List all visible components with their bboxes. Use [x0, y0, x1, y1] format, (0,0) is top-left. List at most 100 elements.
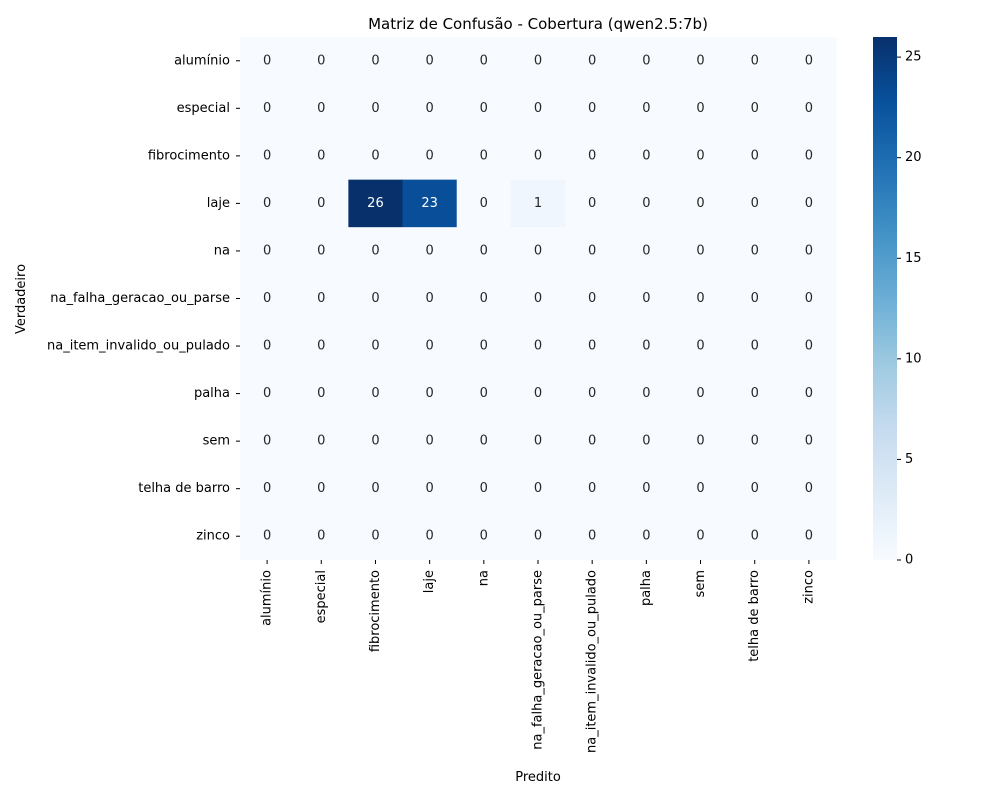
- heatmap-cell: [510, 84, 566, 133]
- heatmap-cell-label: 0: [642, 291, 650, 306]
- heatmap-cell-label: 0: [642, 101, 650, 116]
- heatmap-cell-label: 0: [371, 291, 379, 306]
- heatmap-cell-label: 0: [371, 243, 379, 258]
- heatmap-cell-label: 0: [317, 386, 325, 401]
- heatmap-cell-label: 23: [421, 196, 438, 211]
- heatmap-cell: [673, 227, 729, 276]
- heatmap-cell-label: 0: [751, 101, 759, 116]
- heatmap-cell-label: 0: [751, 339, 759, 354]
- heatmap-cell-label: 0: [371, 101, 379, 116]
- heatmap-cell-label: 0: [425, 529, 433, 544]
- heatmap-cell-label: 0: [263, 386, 271, 401]
- colorbar-tick-label: 0: [905, 553, 913, 568]
- heatmap-cell: [673, 37, 729, 86]
- heatmap-cell: [781, 84, 837, 133]
- heatmap-cell-label: 0: [317, 196, 325, 211]
- heatmap-cell-label: 0: [805, 53, 813, 68]
- x-tick-label: na_item_invalido_ou_pulado: [585, 570, 600, 753]
- heatmap-cell: [727, 132, 783, 181]
- heatmap-cell-label: 0: [317, 243, 325, 258]
- heatmap-cell: [727, 179, 783, 228]
- heatmap-cell: [565, 274, 620, 323]
- heatmap-cell: [456, 417, 512, 466]
- heatmap-cell: [456, 179, 512, 228]
- heatmap-cell: [727, 417, 783, 466]
- heatmap-cell: [510, 417, 566, 466]
- heatmap-cell-label: 0: [480, 291, 488, 306]
- heatmap-cell-label: 0: [534, 243, 542, 258]
- heatmap-cell: [240, 227, 295, 276]
- heatmap-cell-label: 0: [480, 386, 488, 401]
- heatmap-cell-label: 0: [263, 529, 271, 544]
- heatmap-cell-label: 0: [534, 101, 542, 116]
- heatmap-cell-label: 0: [480, 434, 488, 449]
- heatmap-cell: [348, 464, 404, 513]
- heatmap-cell: [565, 322, 620, 371]
- heatmap-cell-label: 0: [588, 148, 596, 163]
- heatmap-cell: [510, 37, 566, 86]
- heatmap-cell-label: 0: [480, 481, 488, 496]
- heatmap-cell-label: 0: [751, 196, 759, 211]
- heatmap-cell-label: 0: [317, 148, 325, 163]
- heatmap-cell-label: 0: [588, 196, 596, 211]
- heatmap-cell-label: 0: [588, 101, 596, 116]
- heatmap-cell-label: 0: [642, 529, 650, 544]
- heatmap-cell: [240, 464, 295, 513]
- heatmap-cell-label: 0: [696, 243, 704, 258]
- heatmap-cell: [456, 464, 512, 513]
- heatmap-cell: [294, 227, 349, 276]
- y-axis-ticks: alumínio especial fibrocimento laje na na_fal…: [47, 53, 240, 544]
- heatmap-cell: [402, 464, 458, 513]
- heatmap-cell-label: 0: [805, 196, 813, 211]
- heatmap-cell: [565, 132, 620, 181]
- heatmap-cell: [727, 369, 783, 418]
- heatmap-cell: [348, 37, 404, 86]
- heatmap-cell-label: 0: [805, 339, 813, 354]
- heatmap-cell-label: 0: [588, 53, 596, 68]
- heatmap-cell: [294, 179, 349, 228]
- heatmap-cell: [781, 227, 837, 276]
- heatmap-cell-label: 0: [588, 529, 596, 544]
- heatmap-cell-label: 0: [642, 339, 650, 354]
- heatmap-cell: [348, 179, 404, 228]
- heatmap-cell: [673, 417, 729, 466]
- heatmap-cell: [294, 132, 349, 181]
- heatmap-cell: [348, 274, 404, 323]
- x-tick-label: na_falha_geracao_ou_parse: [531, 570, 546, 750]
- heatmap-cell: [565, 84, 620, 133]
- heatmap-cell: [565, 227, 620, 276]
- y-tick-label: na_item_invalido_ou_pulado: [47, 339, 230, 354]
- heatmap-cell: [294, 417, 349, 466]
- heatmap-cell-label: 0: [317, 101, 325, 116]
- heatmap-cell-label: 0: [371, 53, 379, 68]
- heatmap-cell-label: 0: [588, 339, 596, 354]
- heatmap-cell: [781, 512, 837, 561]
- colorbar-tick-label: 20: [905, 150, 922, 165]
- heatmap-cell-label: 26: [367, 196, 384, 211]
- heatmap-cell: [565, 179, 620, 228]
- heatmap-cell-label: 0: [371, 529, 379, 544]
- x-tick-label: na: [476, 570, 491, 586]
- y-tick-label: sem: [203, 434, 230, 449]
- heatmap-cell-label: 0: [480, 53, 488, 68]
- colorbar-tick-label: 15: [905, 251, 922, 266]
- heatmap-cell: [240, 274, 295, 323]
- heatmap-cell-label: 0: [642, 53, 650, 68]
- heatmap-cell-label: 0: [425, 53, 433, 68]
- y-tick-label: alumínio: [174, 53, 230, 68]
- heatmap-cells: [240, 37, 837, 561]
- heatmap-cell: [240, 37, 295, 86]
- heatmap-cell: [619, 512, 674, 561]
- heatmap-cell: [240, 84, 295, 133]
- heatmap-cell: [402, 274, 458, 323]
- colorbar-ticks: 0 5 10 15 20 25: [897, 50, 922, 568]
- x-tick-label: zinco: [801, 570, 816, 604]
- heatmap-cell: [294, 464, 349, 513]
- heatmap-cell: [619, 179, 674, 228]
- heatmap-cell-label: 0: [696, 196, 704, 211]
- heatmap-cell: [619, 369, 674, 418]
- colorbar: [873, 37, 897, 560]
- heatmap-cell-label: 0: [480, 196, 488, 211]
- heatmap-cell-label: 0: [642, 386, 650, 401]
